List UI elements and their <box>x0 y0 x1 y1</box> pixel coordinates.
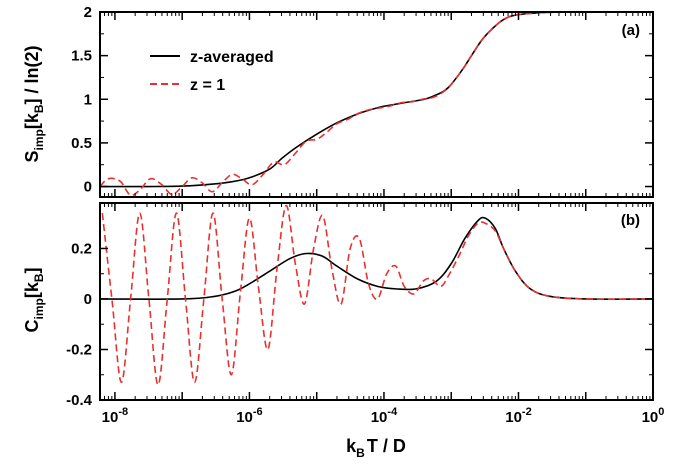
panel-b-ticks: -0.4 -0.2 0 0.2 <box>66 203 654 409</box>
x-tick-label-exp: 0 <box>658 406 664 418</box>
y-tick-label-b: -0.2 <box>66 341 92 358</box>
x-tick-label-base: 10 <box>371 409 388 426</box>
panel-b-label: (b) <box>621 212 640 229</box>
series-line-b-z-averaged <box>100 216 653 300</box>
ylabel-b-main: C <box>22 320 42 333</box>
x-tick-label: 10-2 <box>505 406 531 426</box>
panel-b-ylabel: Cimp[kB] <box>22 267 46 332</box>
panel-a-ticks: 0 0.5 1 1.5 2 <box>71 4 654 197</box>
ylabel-a-mid: [k <box>22 112 42 129</box>
x-tick-label: 10-6 <box>236 406 262 426</box>
series-line-a-z-1 <box>100 12 653 197</box>
y-tick-label-b: -0.4 <box>66 392 93 409</box>
y-tick-label-b: 0 <box>84 291 92 308</box>
legend-label-z-1: z = 1 <box>190 77 225 94</box>
panel-b-lines <box>100 204 653 386</box>
xlabel-sub: B <box>356 446 365 460</box>
y-tick-label-a: 1 <box>84 91 92 108</box>
xlabel-end: T / D <box>367 436 406 456</box>
ylabel-a-main: S <box>22 151 42 163</box>
panel-a: 0 0.5 1 1.5 2 (a) z-averaged z = 1 Simp[kB] … <box>22 4 654 198</box>
ylabel-a-end: ] / ln(2) <box>22 45 42 104</box>
x-tick-label: 10-8 <box>102 406 128 426</box>
ylabel-b-end: ] <box>22 267 42 273</box>
y-tick-label-a: 1.5 <box>71 48 92 65</box>
x-tick-label-base: 10 <box>505 409 522 426</box>
series-line-a-z-averaged <box>100 12 653 188</box>
ylabel-b-sub2: B <box>32 273 46 282</box>
xlabel-main: k <box>346 436 357 456</box>
panel-a-ylabel: Simp[kB] / ln(2) <box>22 45 46 162</box>
y-tick-label-a: 2 <box>84 4 92 21</box>
panel-a-frame <box>99 11 654 198</box>
ylabel-b-mid: [k <box>22 281 42 298</box>
x-tick-labels: 10-8 10-6 10-4 10-2 100 <box>102 406 665 426</box>
x-axis-label: kB T / D <box>346 436 406 460</box>
panel-a-lines <box>100 12 653 197</box>
panel-a-label: (a) <box>622 22 640 39</box>
ylabel-a-sub2: B <box>32 104 46 113</box>
x-tick-label: 100 <box>642 406 665 426</box>
x-tick-label-base: 10 <box>236 409 253 426</box>
legend-label-z-averaged: z-averaged <box>190 49 274 66</box>
panel-b-frame <box>99 202 654 401</box>
x-tick-label-exp: -2 <box>522 406 532 418</box>
ylabel-b-sub1: imp <box>32 298 46 319</box>
x-tick-label: 10-4 <box>371 406 398 426</box>
series-line-b-z-1 <box>101 204 653 386</box>
x-tick-label-base: 10 <box>642 409 659 426</box>
x-tick-label-exp: -6 <box>253 406 263 418</box>
ylabel-a-sub1: imp <box>32 129 46 150</box>
x-tick-label-exp: -4 <box>387 406 398 418</box>
panel-b: -0.4-0.200.2 (b) Cimp[kB] 10-8 10-6 10-4 10… <box>22 202 665 460</box>
y-tick-label-a: 0.5 <box>71 135 92 152</box>
x-tick-label-exp: -8 <box>118 406 128 418</box>
legend: z-averaged z = 1 <box>150 49 274 94</box>
y-tick-label-b: 0.2 <box>71 240 92 257</box>
x-tick-label-base: 10 <box>102 409 119 426</box>
y-tick-label-a: 0 <box>84 179 92 196</box>
